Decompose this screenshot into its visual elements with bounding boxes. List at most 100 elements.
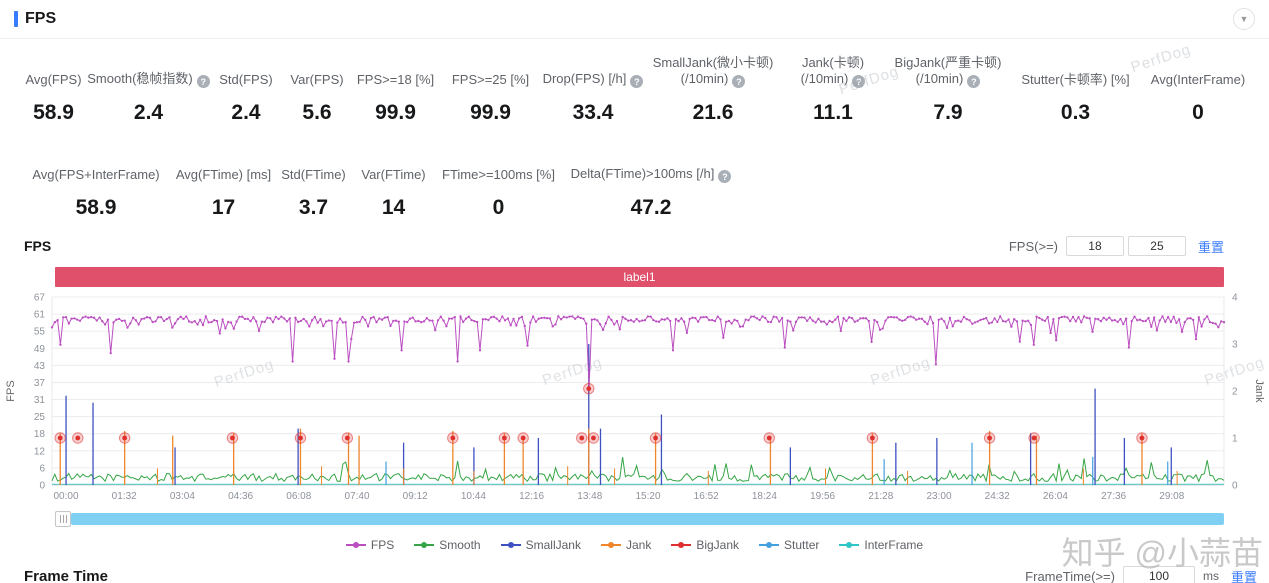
svg-text:49: 49 (34, 344, 46, 355)
stat-label: Std(FPS) (219, 72, 273, 87)
stat-std-fps-: Std(FPS) 2.4 (206, 52, 286, 147)
help-icon[interactable]: ? (718, 170, 732, 183)
help-icon[interactable]: ? (196, 75, 210, 88)
legend-label: Smooth (439, 538, 481, 552)
stat-label: Avg(FPS+InterFrame) (32, 167, 160, 182)
svg-text:43: 43 (34, 361, 46, 372)
stat-value: 58.9 (75, 196, 117, 219)
stat-var-fps-: Var(FPS) 5.6 (286, 52, 348, 147)
fps-series-marker-icon (345, 542, 366, 548)
stat-drop-fps-h-: Drop(FPS) [/h]? 33.4 (538, 52, 648, 147)
svg-text:00:00: 00:00 (53, 491, 78, 502)
svg-text:PerfDog: PerfDog (212, 356, 276, 391)
svg-text:0: 0 (39, 481, 45, 492)
svg-text:01:32: 01:32 (112, 491, 137, 502)
smooth-series-marker-icon (414, 542, 435, 548)
legend-item-smalljank[interactable]: SmallJank (500, 538, 581, 552)
stat-label: BigJank(严重卡顿) (/10min)? (894, 54, 1002, 88)
legend-item-smooth[interactable]: Smooth (414, 538, 481, 552)
stat-label: Delta(FTime)>100ms [/h]? (571, 147, 732, 183)
jank-series-marker-icon (600, 542, 621, 548)
fps-reset-link[interactable]: 重置 (1197, 239, 1224, 255)
interframe-series-marker-icon (839, 542, 860, 548)
accent-bar (14, 11, 18, 27)
help-icon[interactable]: ? (732, 75, 746, 88)
stat-value: 47.2 (630, 196, 672, 219)
svg-text:21:28: 21:28 (868, 491, 893, 502)
stat-smalljank-: SmallJank(微小卡顿) (/10min)? 21.6 (648, 52, 778, 147)
stat-label: SmallJank(微小卡顿) (/10min)? (652, 54, 774, 88)
stutter-series (385, 442, 1169, 485)
page-title: FPS (25, 10, 57, 27)
svg-text:18:24: 18:24 (752, 491, 777, 502)
frame-time-threshold-input[interactable] (1122, 566, 1195, 583)
legend-label: SmallJank (525, 538, 581, 552)
svg-text:1: 1 (1232, 434, 1238, 445)
legend-item-interframe[interactable]: InterFrame (839, 538, 923, 552)
stat-avg-interframe-: Avg(InterFrame) 0 (1143, 52, 1253, 147)
stat-label: FPS>=18 [%] (356, 72, 435, 87)
stat-label: Avg(FPS) (25, 72, 82, 87)
svg-text:61: 61 (34, 310, 46, 321)
legend-item-stutter[interactable]: Stutter (759, 538, 819, 552)
fps-chart-header: FPS FPS(>=) 重置 (0, 233, 1269, 259)
legend-label: Stutter (784, 538, 820, 552)
svg-text:19:56: 19:56 (810, 491, 835, 502)
stat-value: 17 (211, 196, 236, 219)
svg-text:2: 2 (1232, 387, 1238, 398)
help-icon[interactable]: ? (630, 75, 644, 88)
scrollbar-handle[interactable] (55, 511, 71, 527)
stat-label: Var(FPS) (290, 72, 344, 87)
stat-avg-ftime-ms-: Avg(FTime) [ms] 17 (176, 147, 271, 233)
legend-item-bigjank[interactable]: BigJank (671, 538, 739, 552)
stat-label: Jank(卡顿) (/10min)? (800, 54, 866, 88)
svg-text:10:44: 10:44 (461, 491, 486, 502)
page-header: FPS ▼ (0, 0, 1269, 39)
stat-avg-fps-interframe-: Avg(FPS+InterFrame) 58.9 (16, 147, 176, 233)
stat-jank-: Jank(卡顿) (/10min)? 11.1 (778, 52, 888, 147)
svg-text:12: 12 (34, 446, 46, 457)
stat-value: 0.3 (1060, 101, 1091, 124)
collapse-button[interactable]: ▼ (1233, 8, 1255, 30)
stat-value: 7.9 (933, 101, 963, 124)
svg-text:16:52: 16:52 (694, 491, 719, 502)
stat-value: 0 (1192, 101, 1204, 124)
stat-std-ftime-: Std(FTime) 3.7 (271, 147, 356, 233)
svg-text:29:08: 29:08 (1159, 491, 1184, 502)
chart-legend: FPS Smooth SmallJank Jank BigJank Stutter Inte… (0, 535, 1269, 555)
svg-text:23:00: 23:00 (926, 491, 951, 502)
svg-text:13:48: 13:48 (577, 491, 602, 502)
legend-item-fps[interactable]: FPS (345, 538, 394, 552)
svg-text:12:16: 12:16 (519, 491, 544, 502)
smooth-series (51, 457, 1225, 483)
legend-item-jank[interactable]: Jank (600, 538, 651, 552)
fps-threshold-input-1[interactable] (1065, 236, 1124, 256)
stat-value: 5.6 (302, 101, 332, 124)
stat-value: 11.1 (813, 101, 853, 124)
stat-var-ftime-: Var(FTime) 14 (356, 147, 431, 233)
stat-value: 2.4 (231, 101, 261, 124)
help-icon[interactable]: ? (852, 75, 866, 88)
stat-stutter-: Stutter(卡顿率) [%] 0.3 (1008, 52, 1143, 147)
fps-filter-label: FPS(>=) (1008, 238, 1058, 254)
stat-label: Std(FTime) (281, 167, 346, 182)
frame-time-reset-link[interactable]: 重置 (1230, 569, 1257, 583)
stutter-series-marker-icon (759, 542, 780, 548)
fps-threshold-input-2[interactable] (1127, 236, 1186, 256)
svg-text:Jank: Jank (1253, 379, 1265, 403)
smalljank-series (65, 344, 1172, 485)
svg-text:03:04: 03:04 (170, 491, 195, 502)
fps-line-series (50, 314, 1226, 388)
stat-value: 14 (381, 196, 406, 219)
help-icon[interactable]: ? (967, 75, 981, 88)
chart-banner: label1 (55, 267, 1224, 287)
stat-delta-ftime-100ms-h-: Delta(FTime)>100ms [/h]? 47.2 (566, 147, 736, 233)
svg-text:55: 55 (34, 327, 46, 338)
stat-value: 3.7 (298, 196, 329, 219)
frame-time-header: Frame Time FrameTime(>=) ms 重置 (0, 563, 1269, 583)
svg-text:PerfDog: PerfDog (540, 354, 604, 389)
scrollbar-track[interactable] (71, 513, 1224, 525)
fps-filter-controls: FPS(>=) 重置 (1009, 236, 1224, 256)
